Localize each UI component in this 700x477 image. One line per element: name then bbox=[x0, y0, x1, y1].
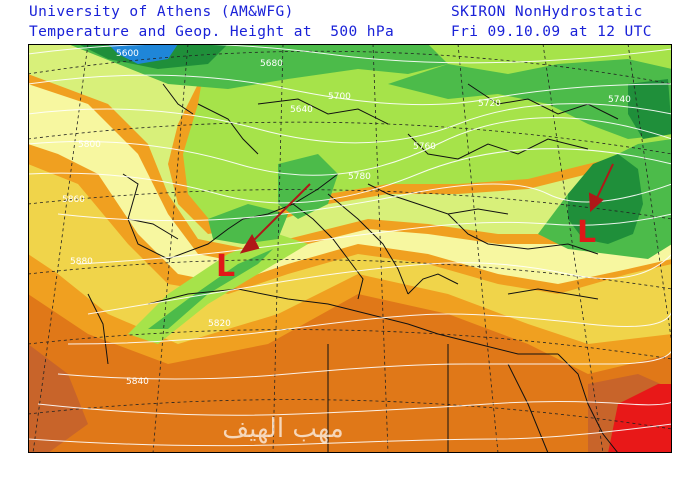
brown-area-west bbox=[28, 344, 88, 453]
dark-green-ne bbox=[628, 79, 672, 139]
contour-labels: 5600 5640 5680 5700 5720 5740 5760 5780 … bbox=[62, 49, 631, 387]
green-streak-sw-inner bbox=[148, 249, 273, 329]
contour-label: 5600 bbox=[116, 49, 139, 59]
header-field: Temperature and Geop. Height at 500 hPa bbox=[29, 24, 395, 40]
arrow-east bbox=[595, 163, 614, 201]
arrow-east-head bbox=[588, 192, 604, 213]
map-frame bbox=[28, 44, 672, 453]
low-markers: L L bbox=[216, 215, 596, 284]
header-model: SKIRON NonHydrostatic bbox=[451, 4, 643, 20]
green-area-ne bbox=[388, 59, 672, 139]
contour-label: 5740 bbox=[608, 95, 631, 105]
contour-label: 5780 bbox=[348, 172, 371, 182]
contour-label: 5860 bbox=[62, 195, 85, 205]
graticule bbox=[28, 44, 672, 453]
red-hot-area bbox=[608, 384, 672, 453]
contour-label: 5700 bbox=[328, 92, 351, 102]
arrow-west-head bbox=[239, 233, 260, 254]
coastlines bbox=[87, 83, 619, 453]
contour-label: 5820 bbox=[208, 319, 231, 329]
contour-label: 5720 bbox=[478, 99, 501, 109]
contour-label: 5840 bbox=[126, 377, 149, 387]
pale-yellow-band bbox=[28, 84, 672, 284]
geopotential-contours bbox=[28, 44, 672, 447]
dark-green-low-east bbox=[568, 154, 643, 244]
contour-label: 5760 bbox=[413, 142, 436, 152]
contour-label: 5800 bbox=[78, 140, 101, 150]
watermark-text: مهب الهيف bbox=[222, 414, 344, 444]
header-source: University of Athens (AM&WFG) bbox=[29, 4, 294, 20]
low-arrows bbox=[239, 163, 614, 254]
low-marker-west: L bbox=[216, 249, 235, 284]
deep-cold-area bbox=[108, 44, 178, 64]
dark-orange-area bbox=[28, 294, 672, 453]
weather-map: 5600 5640 5680 5700 5720 5740 5760 5780 … bbox=[28, 44, 672, 453]
arrow-west bbox=[249, 183, 311, 245]
yellow-green-band bbox=[28, 44, 672, 249]
contour-label: 5640 bbox=[290, 105, 313, 115]
header-valid-time: Fri 09.10.09 at 12 UTC bbox=[451, 24, 652, 40]
contour-label: 5880 bbox=[70, 257, 93, 267]
contour-label: 5680 bbox=[260, 59, 283, 69]
low-marker-east: L bbox=[577, 215, 596, 250]
